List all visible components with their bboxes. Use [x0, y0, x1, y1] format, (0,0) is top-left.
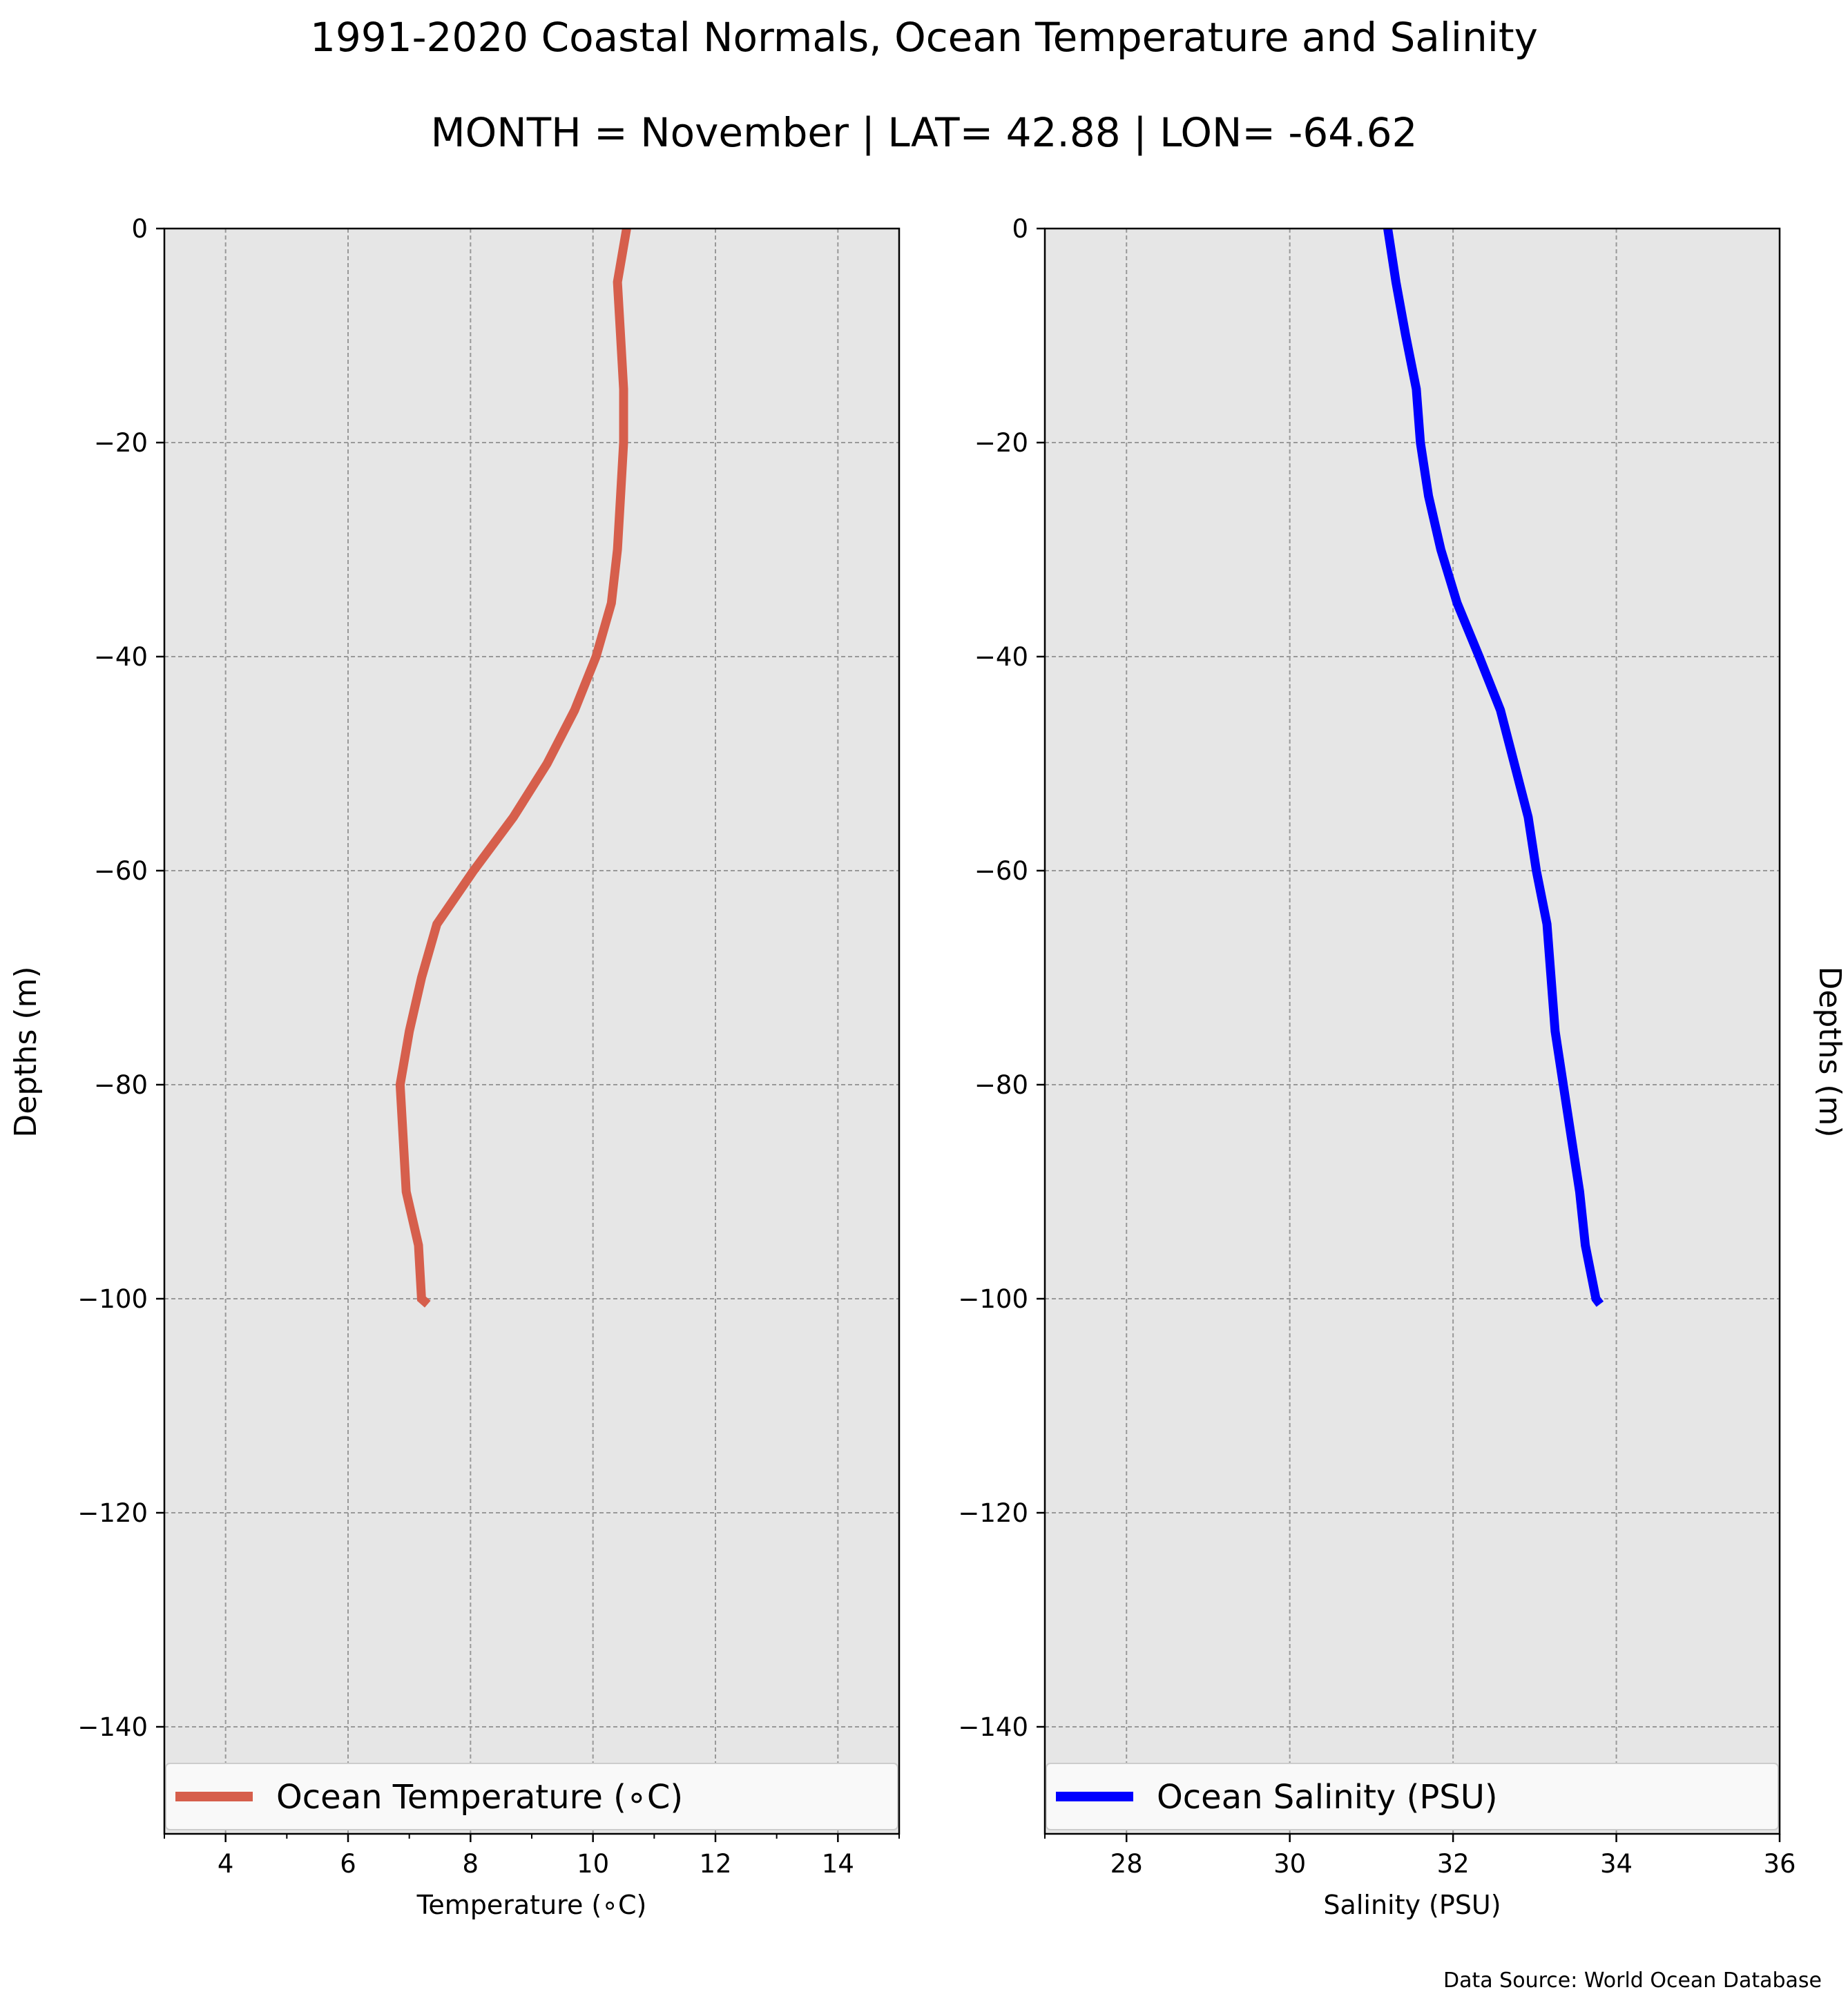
salinity-ytick-label: 0: [1012, 214, 1028, 244]
temperature-xtick-label: 12: [699, 1849, 731, 1879]
salinity-x-axis-label: Salinity (PSU): [1323, 1890, 1501, 1920]
data-source-note: Data Source: World Ocean Database: [1443, 1968, 1822, 1993]
temperature-plot-area: [164, 229, 899, 1834]
salinity-ytick-label: −20: [974, 428, 1028, 458]
salinity-plot-area: [1045, 229, 1780, 1834]
salinity-ytick-label: −100: [958, 1284, 1028, 1314]
temperature-xtick-label: 8: [463, 1849, 479, 1879]
temperature-ytick-label: −120: [77, 1498, 148, 1528]
temperature-ytick-label: −60: [94, 856, 148, 886]
temperature-xtick-label: 4: [218, 1849, 234, 1879]
temperature-ytick-label: −140: [77, 1712, 148, 1742]
salinity-legend: Ocean Salinity (PSU): [1046, 1763, 1779, 1830]
salinity-ytick-label: −40: [974, 642, 1028, 672]
salinity-xtick-label: 30: [1273, 1849, 1306, 1879]
temperature-x-axis-label: Temperature (∘C): [416, 1890, 647, 1920]
salinity-ytick-label: −120: [958, 1498, 1028, 1528]
salinity-axes-frame: [1043, 227, 1781, 1835]
temperature-ytick-label: −40: [94, 642, 148, 672]
salinity-y-axis-label: Depths (m): [1812, 966, 1847, 1137]
salinity-ytick-label: −80: [974, 1070, 1028, 1100]
salinity-xtick-label: 36: [1763, 1849, 1796, 1879]
temperature-ytick-label: −80: [94, 1070, 148, 1100]
salinity-xtick-label: 32: [1437, 1849, 1470, 1879]
salinity-ytick-label: −60: [974, 856, 1028, 886]
temperature-series-line: [395, 227, 631, 1308]
salinity-ytick-label: −140: [958, 1712, 1028, 1742]
salinity-series-line: [1383, 228, 1604, 1307]
salinity-xtick-label: 34: [1600, 1849, 1633, 1879]
temperature-legend: Ocean Temperature (∘C): [165, 1763, 898, 1830]
temperature-legend-box: [165, 1763, 898, 1830]
temperature-legend-label: Ocean Temperature (∘C): [276, 1778, 683, 1817]
temperature-xtick-label: 6: [340, 1849, 356, 1879]
temperature-y-axis-label: Depths (m): [8, 966, 44, 1137]
chart-subtitle: MONTH = November | LAT= 42.88 | LON= -64…: [431, 109, 1418, 156]
temperature-xtick-label: 10: [577, 1849, 609, 1879]
salinity-legend-label: Ocean Salinity (PSU): [1157, 1778, 1498, 1817]
chart-title: 1991-2020 Coastal Normals, Ocean Tempera…: [310, 14, 1538, 61]
salinity-legend-box: [1046, 1763, 1779, 1830]
temperature-ytick-label: −20: [94, 428, 148, 458]
temperature-ytick-label: 0: [131, 214, 148, 244]
temperature-ytick-label: −100: [77, 1284, 148, 1314]
temperature-panel: Ocean Temperature (∘C) 0 −20 −40 −60 −80 −100 −…: [8, 214, 901, 1920]
salinity-panel: Ocean Salinity (PSU) 0 −20 −40 −60 −80 −100 −12…: [958, 214, 1847, 1920]
salinity-xtick-label: 28: [1110, 1849, 1143, 1879]
temperature-xtick-label: 14: [822, 1849, 854, 1879]
